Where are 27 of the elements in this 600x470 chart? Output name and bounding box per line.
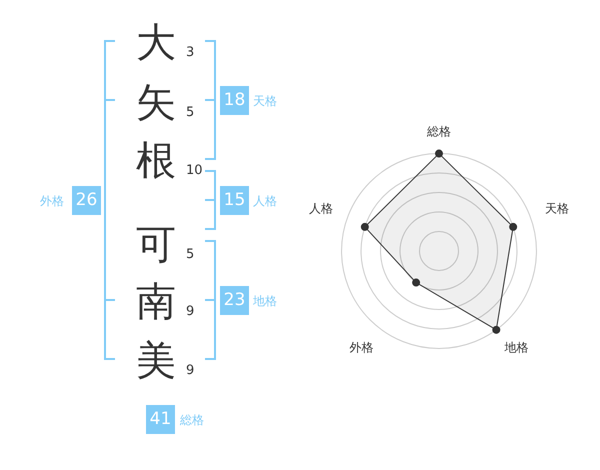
category-label: 矢 — [135, 80, 177, 126]
data-label: 5 — [186, 247, 194, 262]
spoke-label: 人格 — [309, 201, 333, 216]
category-label: 南 — [135, 279, 177, 325]
data-label: 9 — [186, 304, 194, 319]
spoke-label: 天格 — [545, 201, 569, 216]
text: 天格 — [253, 94, 277, 108]
data-label: 9 — [186, 363, 194, 378]
spoke-label: 地格 — [504, 340, 529, 354]
text: 41 — [146, 405, 175, 434]
data-label: 3 — [186, 45, 194, 60]
text: 外格 — [40, 194, 64, 208]
text: 総格 — [180, 413, 204, 427]
category-label: 根 — [135, 138, 177, 184]
category-label: 可 — [135, 222, 177, 268]
text: 18 — [220, 86, 249, 115]
category-label: 大 — [135, 20, 177, 66]
data-label: 5 — [186, 105, 194, 120]
spoke-label: 総格 — [426, 124, 451, 138]
text: 26 — [72, 186, 101, 215]
spoke-label: 外格 — [349, 340, 374, 354]
text: 15 — [220, 186, 249, 215]
text: 人格 — [253, 194, 277, 208]
text: 地格 — [253, 294, 277, 308]
data-label: 10 — [186, 163, 203, 178]
category-label: 美 — [135, 338, 177, 384]
text: 23 — [220, 286, 249, 315]
